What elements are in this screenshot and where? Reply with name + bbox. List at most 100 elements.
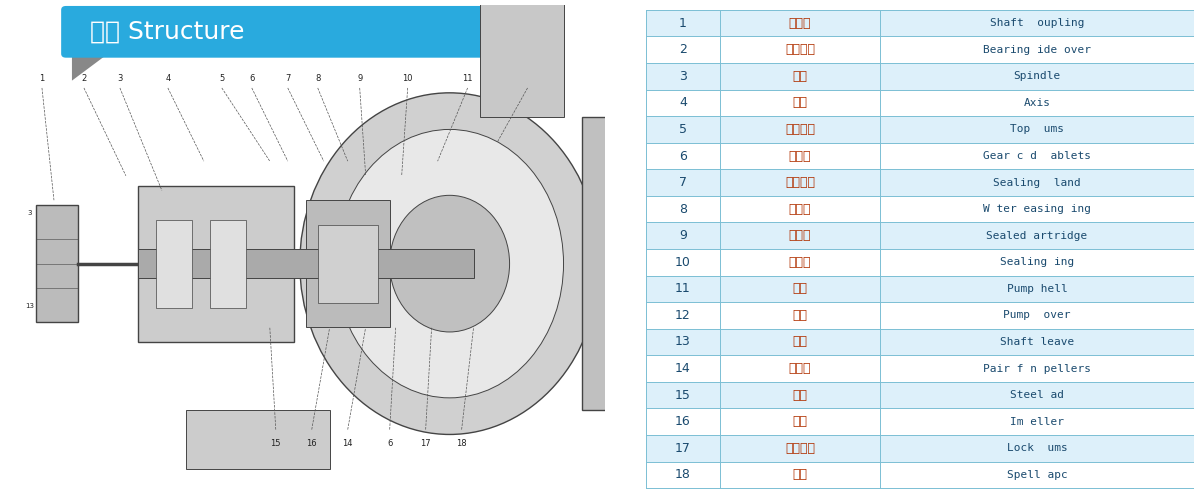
Text: 9: 9 — [679, 229, 686, 242]
Text: 1: 1 — [40, 74, 44, 83]
Text: 密封压盖: 密封压盖 — [785, 176, 815, 189]
Text: 15: 15 — [270, 439, 281, 448]
FancyBboxPatch shape — [186, 410, 330, 469]
Ellipse shape — [300, 93, 600, 434]
Text: Gear c d  ablets: Gear c d ablets — [983, 151, 1091, 161]
Text: Bearing ide over: Bearing ide over — [983, 45, 1091, 55]
Text: Shaft  oupling: Shaft oupling — [990, 18, 1085, 28]
Text: 5: 5 — [220, 74, 224, 83]
Text: Pump  over: Pump over — [1003, 310, 1070, 320]
Text: 11: 11 — [462, 74, 473, 83]
FancyBboxPatch shape — [646, 90, 1194, 116]
Text: 轴套: 轴套 — [792, 336, 808, 349]
Text: 12: 12 — [676, 309, 691, 322]
Text: Spindle: Spindle — [1013, 71, 1061, 81]
Text: Im eller: Im eller — [1010, 417, 1064, 427]
Text: Sealing  land: Sealing land — [994, 178, 1081, 188]
Text: Lock  ums: Lock ums — [1007, 443, 1067, 453]
FancyBboxPatch shape — [646, 435, 1194, 462]
Text: 6: 6 — [250, 74, 254, 83]
Text: Shaft leave: Shaft leave — [1000, 337, 1074, 347]
Text: 顶紧螈母: 顶紧螈母 — [785, 123, 815, 136]
Text: 18: 18 — [676, 468, 691, 482]
Text: 7: 7 — [286, 74, 290, 83]
Text: 3: 3 — [118, 74, 122, 83]
FancyBboxPatch shape — [646, 275, 1194, 302]
Text: 14: 14 — [676, 362, 691, 375]
FancyBboxPatch shape — [646, 143, 1194, 169]
FancyBboxPatch shape — [306, 200, 390, 327]
FancyBboxPatch shape — [210, 220, 246, 308]
Text: 4: 4 — [679, 96, 686, 110]
Text: 7: 7 — [679, 176, 688, 189]
Text: Pump hell: Pump hell — [1007, 284, 1067, 294]
Text: 钐垫: 钐垫 — [792, 388, 808, 402]
FancyBboxPatch shape — [156, 220, 192, 308]
Text: Top  ums: Top ums — [1010, 124, 1064, 134]
FancyBboxPatch shape — [646, 169, 1194, 196]
Text: 副叶轮: 副叶轮 — [788, 362, 811, 375]
FancyBboxPatch shape — [646, 408, 1194, 435]
Text: 挡酸片: 挡酸片 — [788, 149, 811, 162]
Text: 叶轮: 叶轮 — [792, 415, 808, 428]
Text: 3: 3 — [28, 210, 32, 216]
Text: 10: 10 — [676, 256, 691, 269]
Text: 16: 16 — [676, 415, 691, 428]
FancyBboxPatch shape — [36, 205, 78, 322]
FancyBboxPatch shape — [646, 249, 1194, 275]
Text: 11: 11 — [676, 282, 691, 295]
Text: 8: 8 — [679, 203, 688, 216]
FancyBboxPatch shape — [646, 10, 1194, 36]
FancyBboxPatch shape — [646, 462, 1194, 488]
FancyBboxPatch shape — [318, 225, 378, 303]
Text: 17: 17 — [676, 442, 691, 455]
FancyBboxPatch shape — [646, 355, 1194, 382]
Text: 8: 8 — [316, 74, 320, 83]
Ellipse shape — [336, 129, 564, 398]
Text: 9: 9 — [358, 74, 362, 83]
Text: 2: 2 — [679, 43, 686, 56]
Text: 18: 18 — [456, 439, 467, 448]
Text: Sealing ing: Sealing ing — [1000, 257, 1074, 267]
FancyBboxPatch shape — [646, 63, 1194, 90]
Text: 13: 13 — [25, 303, 35, 309]
FancyBboxPatch shape — [646, 223, 1194, 249]
Text: 6: 6 — [679, 149, 686, 162]
Text: Spell apc: Spell apc — [1007, 470, 1067, 480]
Text: Pair f n pellers: Pair f n pellers — [983, 364, 1091, 374]
FancyBboxPatch shape — [480, 0, 564, 117]
Text: 17: 17 — [420, 439, 431, 448]
Ellipse shape — [390, 195, 510, 332]
FancyBboxPatch shape — [61, 6, 503, 58]
Text: 密封盒: 密封盒 — [788, 229, 811, 242]
FancyBboxPatch shape — [646, 382, 1194, 408]
Text: 1: 1 — [679, 16, 686, 30]
Text: 拼帽: 拼帽 — [792, 468, 808, 482]
FancyBboxPatch shape — [646, 329, 1194, 355]
FancyBboxPatch shape — [646, 36, 1194, 63]
Text: 密封圈: 密封圈 — [788, 256, 811, 269]
Text: 15: 15 — [676, 388, 691, 402]
Text: 6: 6 — [386, 439, 392, 448]
Text: 联轴器: 联轴器 — [788, 16, 811, 30]
FancyBboxPatch shape — [646, 196, 1194, 223]
Text: 16: 16 — [306, 439, 317, 448]
Polygon shape — [72, 54, 108, 81]
Text: 5: 5 — [679, 123, 688, 136]
Text: 10: 10 — [402, 74, 413, 83]
Text: 轴座: 轴座 — [792, 96, 808, 110]
Text: Sealed artridge: Sealed artridge — [986, 231, 1087, 241]
FancyBboxPatch shape — [138, 186, 294, 342]
Text: 轴承侧盖: 轴承侧盖 — [785, 43, 815, 56]
FancyBboxPatch shape — [646, 302, 1194, 329]
Text: 4: 4 — [166, 74, 170, 83]
Text: 14: 14 — [342, 439, 353, 448]
Text: 泵盖: 泵盖 — [792, 309, 808, 322]
Text: W ter easing ing: W ter easing ing — [983, 204, 1091, 214]
Text: 13: 13 — [676, 336, 691, 349]
Text: 2: 2 — [82, 74, 86, 83]
Text: Axis: Axis — [1024, 98, 1050, 108]
Text: 结构 Structure: 结构 Structure — [90, 20, 245, 44]
Text: 泵壳: 泵壳 — [792, 282, 808, 295]
Text: 锁紧螈母: 锁紧螈母 — [785, 442, 815, 455]
